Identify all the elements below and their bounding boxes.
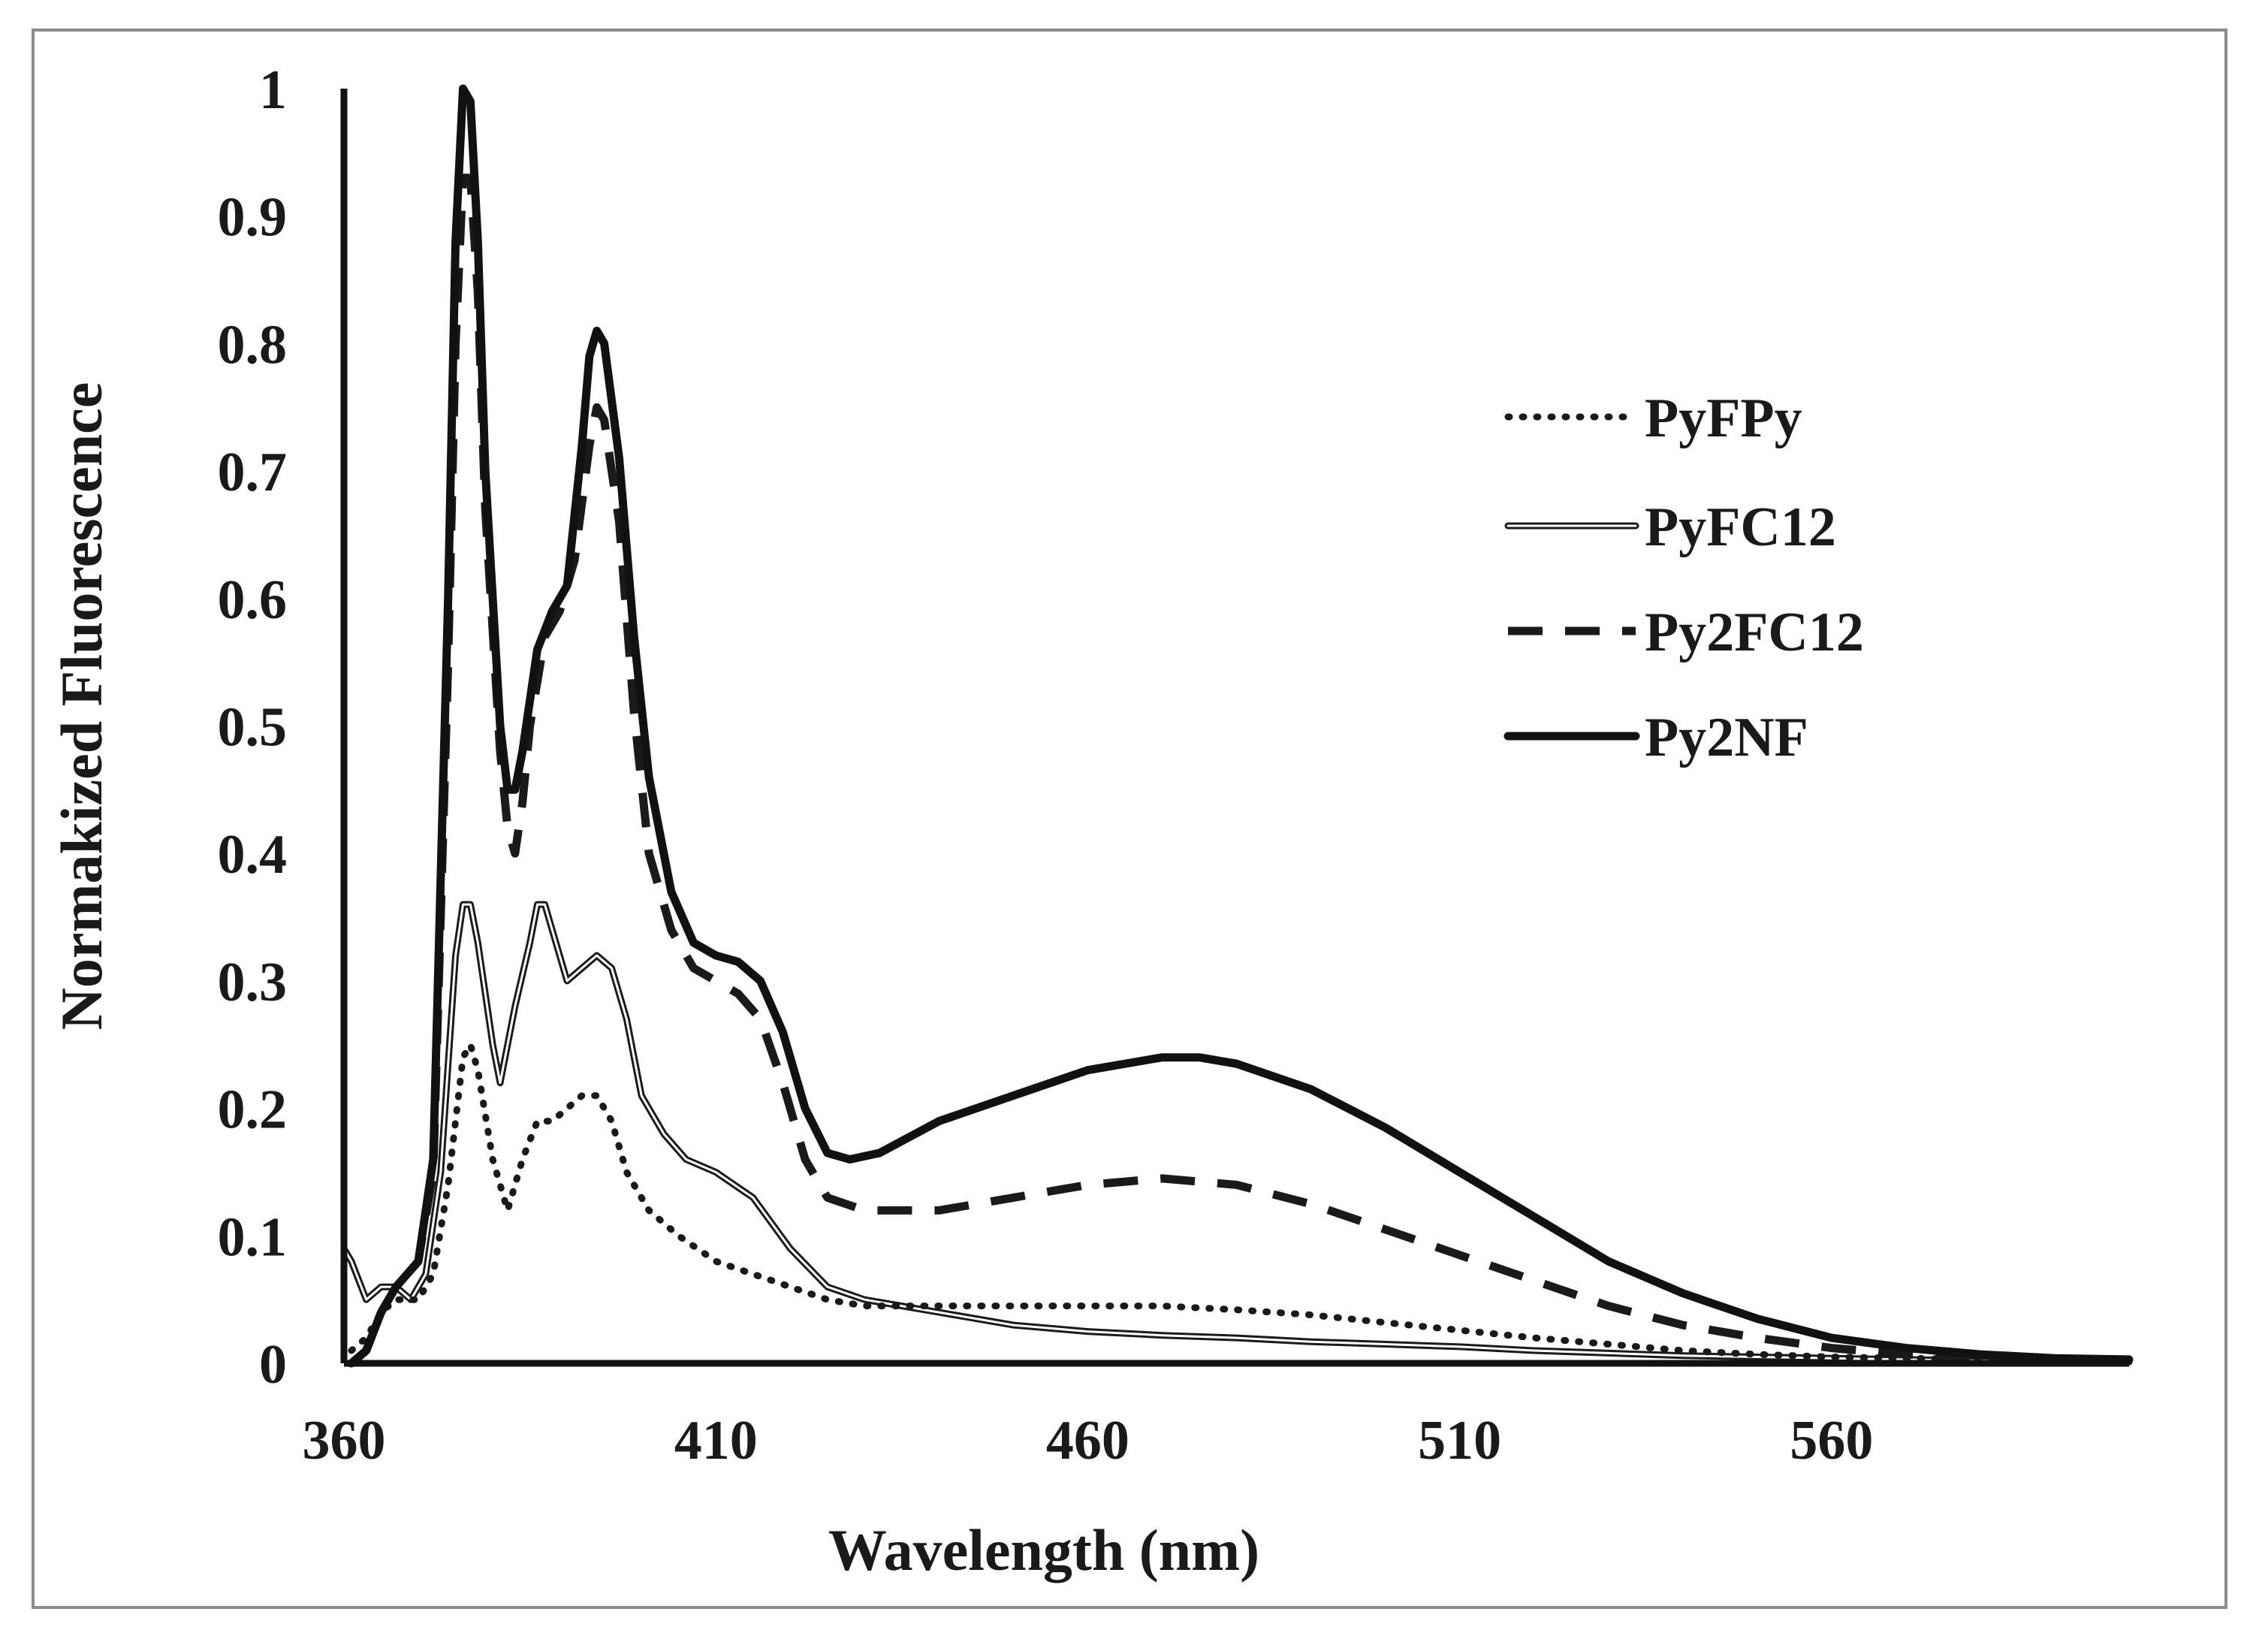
legend: PyFPy PyFC12 Py2FC12 Py2NF [1503, 388, 1864, 768]
series-line-py2nf [347, 84, 2134, 1368]
y-tick-label: 0.6 [218, 569, 288, 631]
y-tick-label: 0.1 [218, 1206, 288, 1268]
y-tick-label: 0.9 [218, 187, 288, 249]
x-tick-label: 460 [1046, 1410, 1129, 1471]
series-py2nf [347, 84, 2134, 1368]
legend-item-py2fc12: Py2FC12 [1508, 602, 1864, 663]
series-py2fc12 [348, 174, 2130, 1367]
legend-label: Py2FC12 [1645, 602, 1864, 663]
legend-label: Py2NF [1645, 707, 1808, 768]
y-tick-label: 1 [259, 59, 287, 121]
x-tick-label: 360 [303, 1410, 386, 1471]
series-line-pyfpy [348, 1041, 2133, 1365]
x-axis-title: Wavelength (nm) [828, 1517, 1259, 1583]
legend-item-pyfc12: PyFC12 [1504, 497, 1836, 558]
x-tick-label: 410 [674, 1410, 758, 1471]
y-tick-label: 0.7 [218, 442, 288, 503]
tick-labels: 0 0.1 0.2 0.3 0.4 0.5 0.6 0.7 0.8 0.9 1 360 410 460 51… [218, 59, 1874, 1471]
legend-label: PyFC12 [1645, 497, 1836, 558]
legend-item-pyfpy: PyFPy [1504, 388, 1802, 449]
y-tick-label: 0.3 [218, 952, 288, 1013]
series-pyfpy [348, 1041, 2133, 1365]
x-tick-label: 510 [1418, 1410, 1501, 1471]
y-tick-label: 0.8 [218, 314, 288, 376]
legend-item-py2nf: Py2NF [1503, 707, 1808, 768]
plot-area [340, 84, 2134, 1368]
y-tick-label: 0.2 [218, 1079, 288, 1141]
chart-frame [32, 29, 2227, 1609]
series-line-pyfc12-inner [342, 903, 2131, 1363]
y-tick-label: 0.5 [218, 697, 288, 759]
x-tick-label: 560 [1790, 1410, 1873, 1471]
series-pyfc12 [340, 901, 2133, 1366]
series-line-py2fc12 [348, 174, 2130, 1367]
axes [340, 89, 2129, 1367]
y-tick-label: 0.4 [218, 824, 288, 886]
y-axis-title: Normakized Fluorescence [49, 382, 114, 1031]
legend-label: PyFPy [1645, 388, 1802, 449]
y-tick-label: 0 [259, 1334, 287, 1396]
